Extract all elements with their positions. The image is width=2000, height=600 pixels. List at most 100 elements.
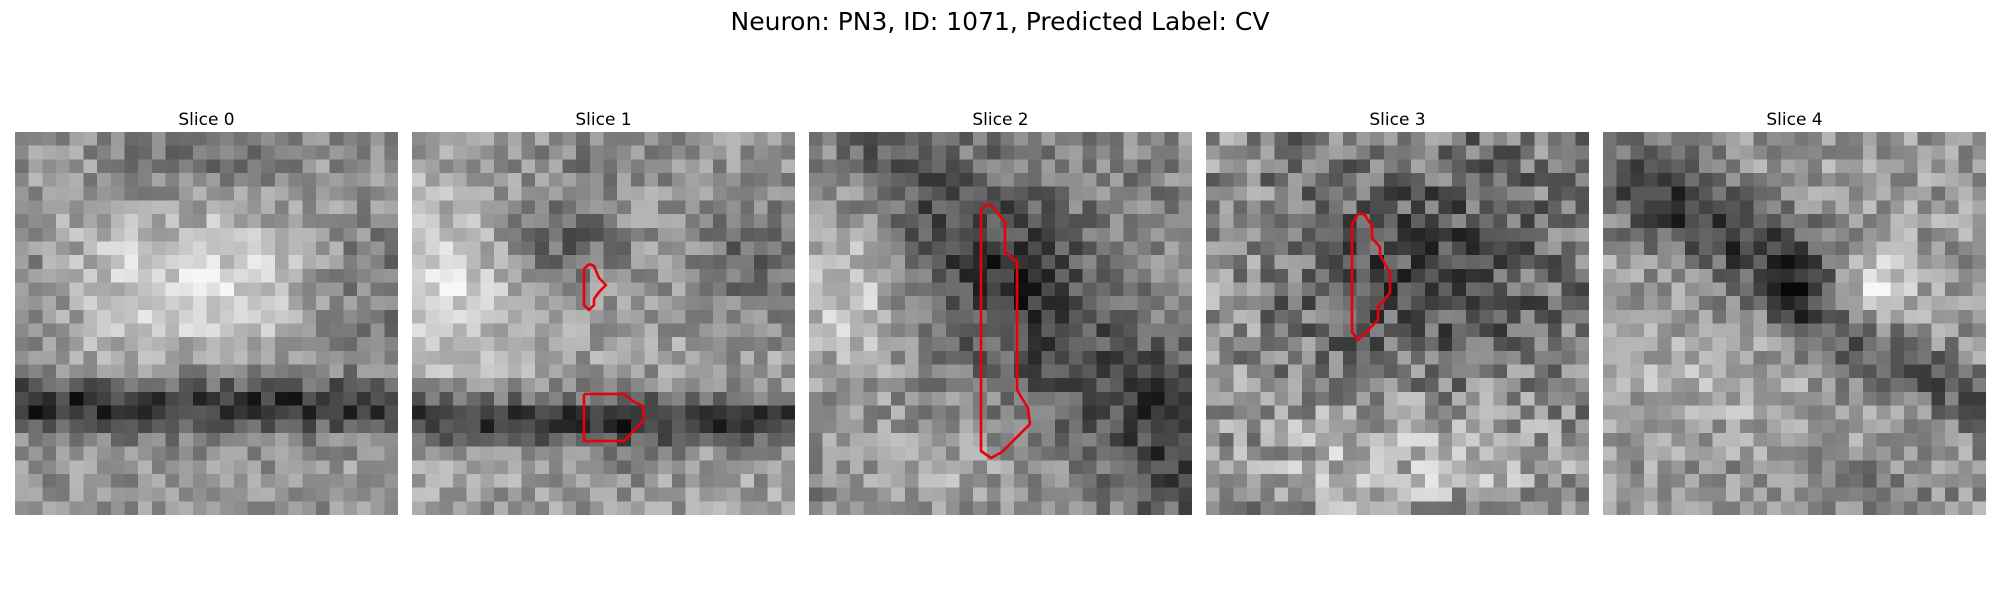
pixel [1000, 296, 1015, 311]
pixel [288, 460, 303, 475]
pixel [1931, 145, 1946, 160]
pixel [274, 460, 290, 475]
pixel [1315, 214, 1330, 229]
pixel [1356, 241, 1371, 256]
pixel [1739, 391, 1754, 407]
pixel [521, 186, 536, 201]
pixel [1630, 337, 1645, 352]
pixel [1260, 227, 1275, 242]
pixel [315, 200, 331, 215]
pixel [1944, 214, 1960, 229]
pixel [877, 391, 892, 407]
pixel [521, 145, 536, 160]
pixel [589, 337, 604, 352]
pixel [1260, 255, 1275, 270]
pixel [850, 432, 865, 448]
pixel [1767, 378, 1782, 393]
pixel [1534, 337, 1549, 352]
pixel [1780, 241, 1795, 256]
pixel [69, 446, 84, 461]
pixel [1178, 173, 1192, 188]
pixel [15, 405, 30, 420]
pixel [1082, 200, 1097, 215]
pixel [699, 282, 714, 297]
pixel [179, 214, 194, 229]
pixel [1068, 473, 1084, 489]
pixel [1219, 391, 1234, 407]
pixel [726, 405, 741, 420]
pixel [1561, 255, 1576, 270]
pixel [863, 432, 878, 448]
pixel [247, 460, 262, 475]
pixel [986, 460, 1001, 475]
pixel [1123, 419, 1138, 434]
pixel [850, 350, 865, 366]
pixel [1712, 378, 1727, 393]
pixel [809, 323, 824, 338]
pixel [836, 473, 851, 489]
pixel [1068, 173, 1084, 188]
pixel [1109, 378, 1125, 393]
pixel [932, 214, 947, 229]
pixel [932, 159, 947, 174]
pixel [1958, 391, 1973, 407]
pixel [781, 296, 795, 311]
pixel [1561, 473, 1576, 489]
pixel [356, 268, 372, 283]
pixel [220, 296, 235, 311]
pixel [589, 473, 604, 489]
pixel [1438, 241, 1453, 256]
pixel [1506, 501, 1522, 515]
pixel [1383, 309, 1398, 324]
pixel [274, 473, 290, 489]
pixel [412, 282, 427, 297]
pixel [1109, 323, 1125, 338]
pixel [1575, 255, 1589, 270]
pixel [1726, 159, 1741, 174]
pixel [56, 432, 71, 448]
pixel [1890, 487, 1905, 502]
pixel [453, 282, 468, 297]
pixel [1096, 282, 1111, 297]
pixel [1753, 391, 1768, 407]
pixel [261, 446, 276, 461]
pixel [124, 282, 139, 297]
pixel [1096, 268, 1111, 283]
pixel [165, 145, 180, 160]
pixel [370, 419, 385, 434]
pixel [1301, 337, 1316, 352]
pixel [1206, 337, 1221, 352]
pixel [1096, 227, 1111, 242]
pixel [466, 473, 481, 489]
pixel [480, 255, 495, 270]
pixel [726, 350, 741, 366]
pixel [247, 145, 262, 160]
pixel [1096, 309, 1111, 324]
pixel [261, 145, 276, 160]
pixel [1424, 432, 1440, 448]
pixel [535, 145, 550, 160]
pixel [1000, 145, 1015, 160]
pixel [1329, 405, 1344, 420]
pixel [165, 214, 180, 229]
pixel [329, 255, 344, 270]
pixel [1726, 214, 1741, 229]
pixel [370, 364, 385, 379]
pixel [1630, 227, 1645, 242]
pixel [1041, 323, 1056, 338]
pixel [1835, 487, 1850, 502]
pixel [562, 419, 577, 434]
pixel [1726, 255, 1741, 270]
pixel [1794, 337, 1809, 352]
pixel [1671, 391, 1686, 407]
pixel [288, 227, 303, 242]
pixel [904, 214, 919, 229]
pixel [1055, 145, 1070, 160]
pixel [1150, 337, 1166, 352]
pixel [836, 309, 851, 324]
pixel [1698, 501, 1713, 515]
pixel [315, 391, 331, 407]
pixel [1958, 419, 1973, 434]
pixel [1944, 227, 1960, 242]
pixel [206, 200, 221, 215]
